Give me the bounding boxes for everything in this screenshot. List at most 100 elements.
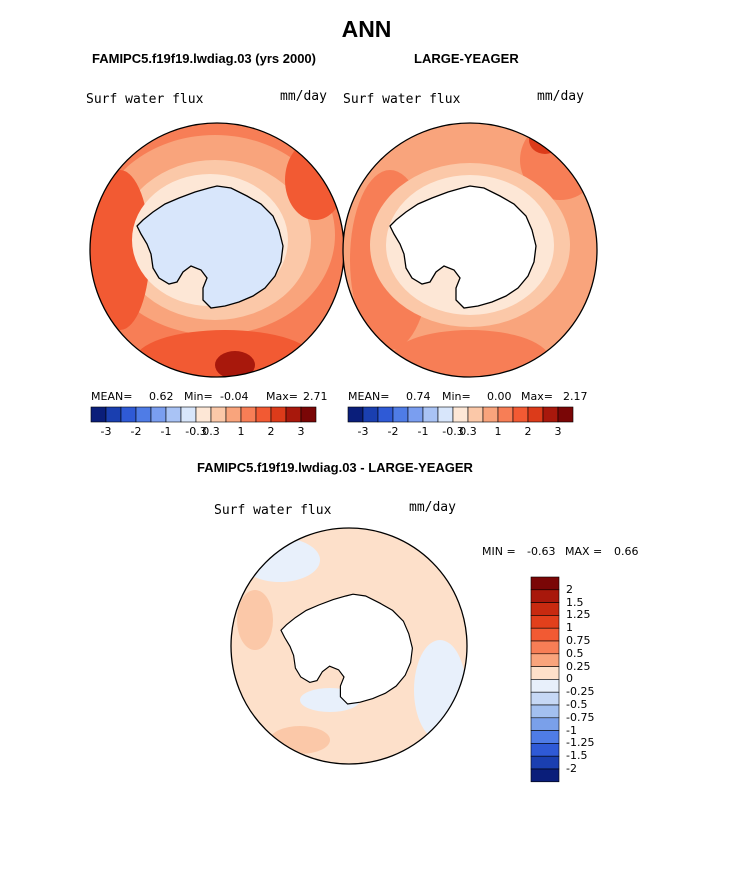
difference-colorbar-swatch [530,576,560,591]
left-case-label: FAMIPC5.f19f19.lwdiag.03 (yrs 2000) [92,51,316,66]
right-colorbar-swatch [452,406,469,423]
colorbar-tick-label: 0.3 [459,425,477,438]
left-colorbar-swatch [225,406,242,423]
left-units-label: mm/day [280,89,327,104]
difference-colorbar-swatch [530,691,560,706]
colorbar-tick-label: -3 [357,425,369,438]
colorbar-tick-label: -0.25 [566,685,595,699]
colorbar-tick-label: 1.5 [566,595,584,609]
left-colorbar-swatch [180,406,197,423]
difference-colorbar-swatch [530,704,560,719]
right-colorbar-swatch [482,406,499,423]
figure-title: ANN [341,16,392,42]
right-colorbar [347,406,574,423]
colorbar-tick-label: -1 [160,425,172,438]
difference-colorbar-swatch [530,666,560,680]
left-max-value: 2.71 [303,390,328,403]
difference-colorbar-swatch [530,602,560,616]
left-min-value: -0.04 [220,390,249,403]
right-colorbar-swatch [467,406,484,423]
right-variable-label: Surf water flux [343,92,461,107]
left-colorbar-swatch [135,406,152,423]
left-mean-label: MEAN= [91,390,133,403]
difference-colorbar-swatch [530,768,560,783]
colorbar-tick-label: -0.3 [185,425,207,438]
difference-colorbar-swatch [530,615,560,629]
left-colorbar-swatch [285,406,302,423]
left-colorbar-swatch [105,406,122,423]
colorbar-tick-label: -3 [100,425,112,438]
difference-colorbar-swatch [530,755,560,770]
difference-max-value: 0.66 [614,545,639,558]
difference-colorbar [530,576,560,783]
colorbar-tick-label: -2 [566,762,577,775]
right-colorbar-swatch [527,406,544,423]
colorbar-tick-label: 3 [554,425,562,438]
colorbar-tick-label: 2 [267,425,275,438]
colorbar-tick-label: -1 [566,723,577,737]
left-colorbar-swatch [255,406,272,423]
difference-polar-map [230,527,468,765]
colorbar-tick-label: 1 [237,425,245,438]
left-colorbar-swatch [240,406,257,423]
right-colorbar-swatch [557,406,574,423]
right-units-label: mm/day [537,89,584,104]
left-variable-label: Surf water flux [86,92,204,107]
colorbar-tick-label: 0.5 [566,646,584,660]
difference-colorbar-swatch [530,640,560,655]
colorbar-tick-label: 1 [494,425,502,438]
difference-units-label: mm/day [409,500,456,515]
difference-min-label: MIN = [482,545,516,558]
difference-max-label: MAX = [565,545,603,558]
left-colorbar-swatch [195,406,212,423]
colorbar-tick-label: 1 [566,621,573,635]
difference-colorbar-swatch [530,679,560,693]
colorbar-tick-label: 3 [297,425,305,438]
left-colorbar-swatch [120,406,137,423]
colorbar-tick-label: -0.3 [442,425,464,438]
left-min-label: Min= [184,390,213,403]
colorbar-tick-label: 2 [524,425,532,438]
left-colorbar-swatch [150,406,167,423]
left-colorbar-swatch [300,406,317,423]
left-max-label: Max= [266,390,298,403]
right-colorbar-swatch [407,406,424,423]
colorbar-tick-label: -2 [130,425,142,438]
right-colorbar-swatch [422,406,439,423]
difference-colorbar-swatch [530,717,560,731]
right-colorbar-swatch [362,406,379,423]
left-colorbar-swatch [210,406,227,423]
right-colorbar-swatch [437,406,454,423]
right-colorbar-swatch [377,406,394,423]
left-colorbar-swatch [165,406,182,423]
right-colorbar-swatch [347,406,364,423]
colorbar-tick-label: 0.75 [566,634,591,647]
colorbar-tick-label: -0.5 [566,698,588,711]
right-max-value: 2.17 [563,390,588,403]
left-colorbar [90,406,317,423]
left-mean-value: 0.62 [149,390,174,403]
colorbar-tick-label: -2 [387,425,399,438]
right-max-label: Max= [521,390,553,403]
colorbar-tick-label: 0 [566,672,573,686]
right-min-label: Min= [442,390,471,403]
right-mean-label: MEAN= [348,390,390,403]
colorbar-tick-label: 0.25 [566,659,591,673]
right-colorbar-swatch [392,406,409,423]
difference-colorbar-swatch [530,627,560,642]
difference-colorbar-swatch [530,653,560,667]
difference-colorbar-swatch [530,730,560,744]
colorbar-tick-label: -1.5 [566,749,588,763]
difference-variable-label: Surf water flux [214,503,332,518]
right-colorbar-swatch [542,406,559,423]
right-colorbar-swatch [512,406,529,423]
difference-case-label: FAMIPC5.f19f19.lwdiag.03 - LARGE-YEAGER [197,460,473,475]
left-polar-map [89,122,345,378]
difference-colorbar-swatch [530,589,560,603]
left-colorbar-swatch [270,406,287,423]
difference-min-value: -0.63 [527,545,556,558]
colorbar-tick-label: -1 [417,425,429,438]
right-case-label: LARGE-YEAGER [414,51,519,66]
right-colorbar-swatch [497,406,514,423]
